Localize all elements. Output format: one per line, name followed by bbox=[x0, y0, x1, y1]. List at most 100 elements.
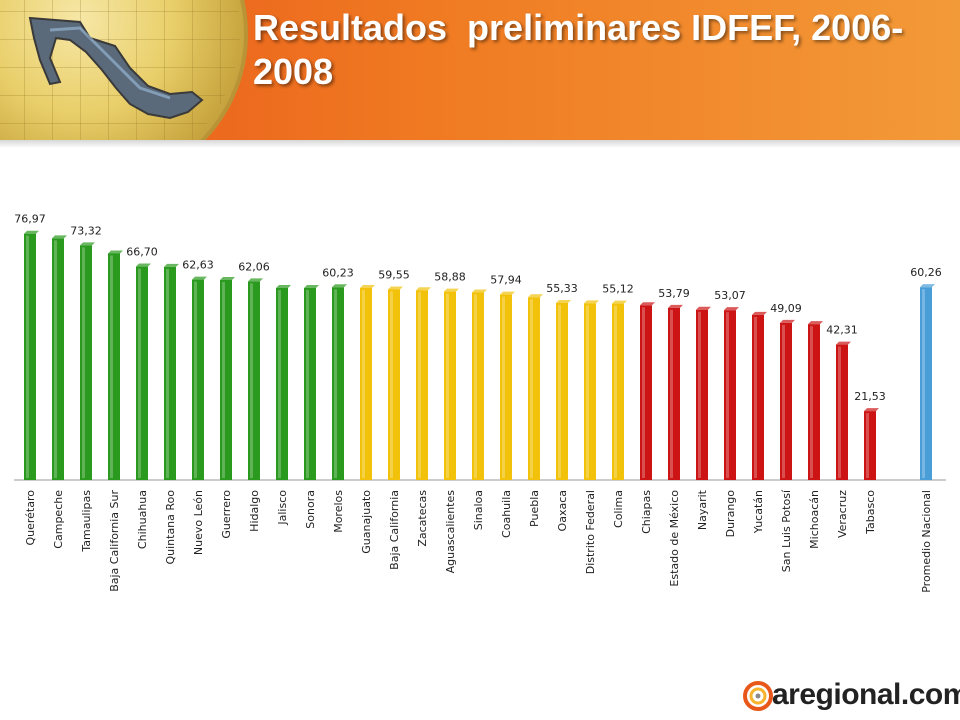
data-label-12: 60,23 bbox=[322, 266, 354, 279]
bar-24 bbox=[668, 307, 680, 480]
bar-highlight-14 bbox=[390, 291, 393, 478]
bar-6 bbox=[164, 266, 176, 480]
bar-cap-6 bbox=[164, 263, 179, 267]
category-label-4: Baja California Sur bbox=[108, 490, 121, 592]
data-label-9: 62,06 bbox=[238, 260, 270, 273]
bar-12 bbox=[332, 287, 344, 480]
data-label-14: 59,55 bbox=[378, 268, 410, 281]
bar-27 bbox=[752, 314, 764, 480]
data-label-28: 49,09 bbox=[770, 302, 802, 315]
bar-15 bbox=[416, 290, 428, 480]
bar-cap-21 bbox=[584, 300, 599, 304]
category-label-31: Tabasco bbox=[864, 490, 877, 535]
header-shadow bbox=[0, 140, 960, 148]
bar-cap-32 bbox=[920, 284, 935, 288]
bar-7 bbox=[192, 279, 204, 480]
category-label-6: Quintana Roo bbox=[164, 490, 177, 565]
bar-cap-2 bbox=[52, 235, 67, 239]
bar-highlight-6 bbox=[166, 268, 169, 478]
bar-highlight-24 bbox=[670, 309, 673, 478]
category-label-22: Colima bbox=[612, 490, 625, 528]
category-label-13: Guanajuato bbox=[360, 490, 373, 554]
data-label-5: 66,70 bbox=[126, 246, 158, 259]
bar-highlight-16 bbox=[446, 293, 449, 478]
bar-cap-12 bbox=[332, 284, 347, 288]
category-label-26: Durango bbox=[724, 490, 737, 538]
bar-14 bbox=[388, 289, 400, 480]
category-label-30: Veracruz bbox=[836, 490, 849, 538]
data-label-1: 76,97 bbox=[14, 213, 46, 226]
bar-26 bbox=[724, 310, 736, 480]
category-label-16: Aguascalientes bbox=[444, 490, 457, 574]
category-label-1: Querétaro bbox=[24, 490, 37, 546]
bar-21 bbox=[584, 303, 596, 480]
bar-cap-19 bbox=[528, 294, 543, 298]
data-label-30: 42,31 bbox=[826, 324, 858, 337]
bar-highlight-18 bbox=[502, 296, 505, 478]
bar-highlight-25 bbox=[698, 311, 701, 478]
bar-highlight-26 bbox=[726, 312, 729, 478]
bar-highlight-20 bbox=[558, 304, 561, 478]
bar-highlight-3 bbox=[82, 247, 85, 478]
bar-cap-24 bbox=[668, 304, 683, 308]
category-label-8: Guerrero bbox=[220, 490, 233, 539]
bar-cap-7 bbox=[192, 276, 207, 280]
bar-cap-9 bbox=[248, 278, 263, 282]
category-label-15: Zacatecas bbox=[416, 490, 429, 547]
category-label-11: Sonora bbox=[304, 490, 317, 529]
bar-highlight-5 bbox=[138, 268, 141, 478]
category-label-21: Distrito Federal bbox=[584, 490, 597, 574]
bar-cap-8 bbox=[220, 277, 235, 280]
bar-cap-26 bbox=[724, 307, 739, 311]
aregional-logo-icon bbox=[743, 681, 773, 711]
category-label-5: Chihuahua bbox=[136, 490, 149, 549]
category-label-18: Coahuila bbox=[500, 490, 513, 538]
bar-highlight-22 bbox=[614, 305, 617, 478]
bar-highlight-9 bbox=[250, 283, 253, 478]
bar-9 bbox=[248, 281, 260, 480]
bar-cap-14 bbox=[388, 286, 403, 290]
bar-19 bbox=[528, 297, 540, 480]
data-label-3: 73,32 bbox=[70, 224, 102, 237]
category-label-20: Oaxaca bbox=[556, 490, 569, 531]
brand-name: aregional.com bbox=[772, 678, 960, 711]
bar-highlight-19 bbox=[530, 299, 533, 478]
bar-cap-20 bbox=[556, 299, 571, 303]
data-label-20: 55,33 bbox=[546, 282, 578, 295]
category-label-29: Michoacán bbox=[808, 490, 821, 549]
bar-13 bbox=[360, 288, 372, 480]
category-label-32: Promedio Nacional bbox=[920, 490, 933, 593]
bar-highlight-1 bbox=[26, 235, 29, 478]
category-label-12: Morelos bbox=[332, 490, 345, 533]
category-label-7: Nuevo León bbox=[192, 490, 205, 555]
data-label-18: 57,94 bbox=[490, 274, 522, 287]
bar-highlight-28 bbox=[782, 324, 785, 478]
category-label-27: Yucatán bbox=[752, 490, 765, 534]
bar-cap-5 bbox=[136, 263, 151, 267]
bar-30 bbox=[836, 344, 848, 480]
bar-highlight-23 bbox=[642, 307, 645, 478]
bar-cap-10 bbox=[276, 285, 291, 288]
bar-cap-23 bbox=[640, 302, 655, 306]
data-label-24: 53,79 bbox=[658, 287, 690, 300]
bar-cap-4 bbox=[108, 250, 123, 254]
category-label-9: Hidalgo bbox=[248, 490, 261, 532]
bar-22 bbox=[612, 303, 624, 480]
bar-highlight-30 bbox=[838, 346, 841, 478]
bar-highlight-8 bbox=[222, 282, 225, 478]
category-label-19: Puebla bbox=[528, 490, 541, 527]
bar-cap-11 bbox=[304, 285, 319, 288]
bar-highlight-11 bbox=[306, 290, 309, 478]
category-label-23: Chiapas bbox=[640, 490, 653, 534]
bar-cap-25 bbox=[696, 306, 711, 310]
bar-highlight-10 bbox=[278, 290, 281, 478]
bar-17 bbox=[472, 292, 484, 480]
bar-31 bbox=[864, 411, 876, 480]
category-label-17: Sinaloa bbox=[472, 490, 485, 530]
bar-cap-13 bbox=[360, 285, 375, 288]
bar-cap-15 bbox=[416, 287, 431, 291]
bar-cap-1 bbox=[24, 230, 39, 234]
bar-2 bbox=[52, 238, 64, 480]
bar-highlight-2 bbox=[54, 240, 57, 478]
